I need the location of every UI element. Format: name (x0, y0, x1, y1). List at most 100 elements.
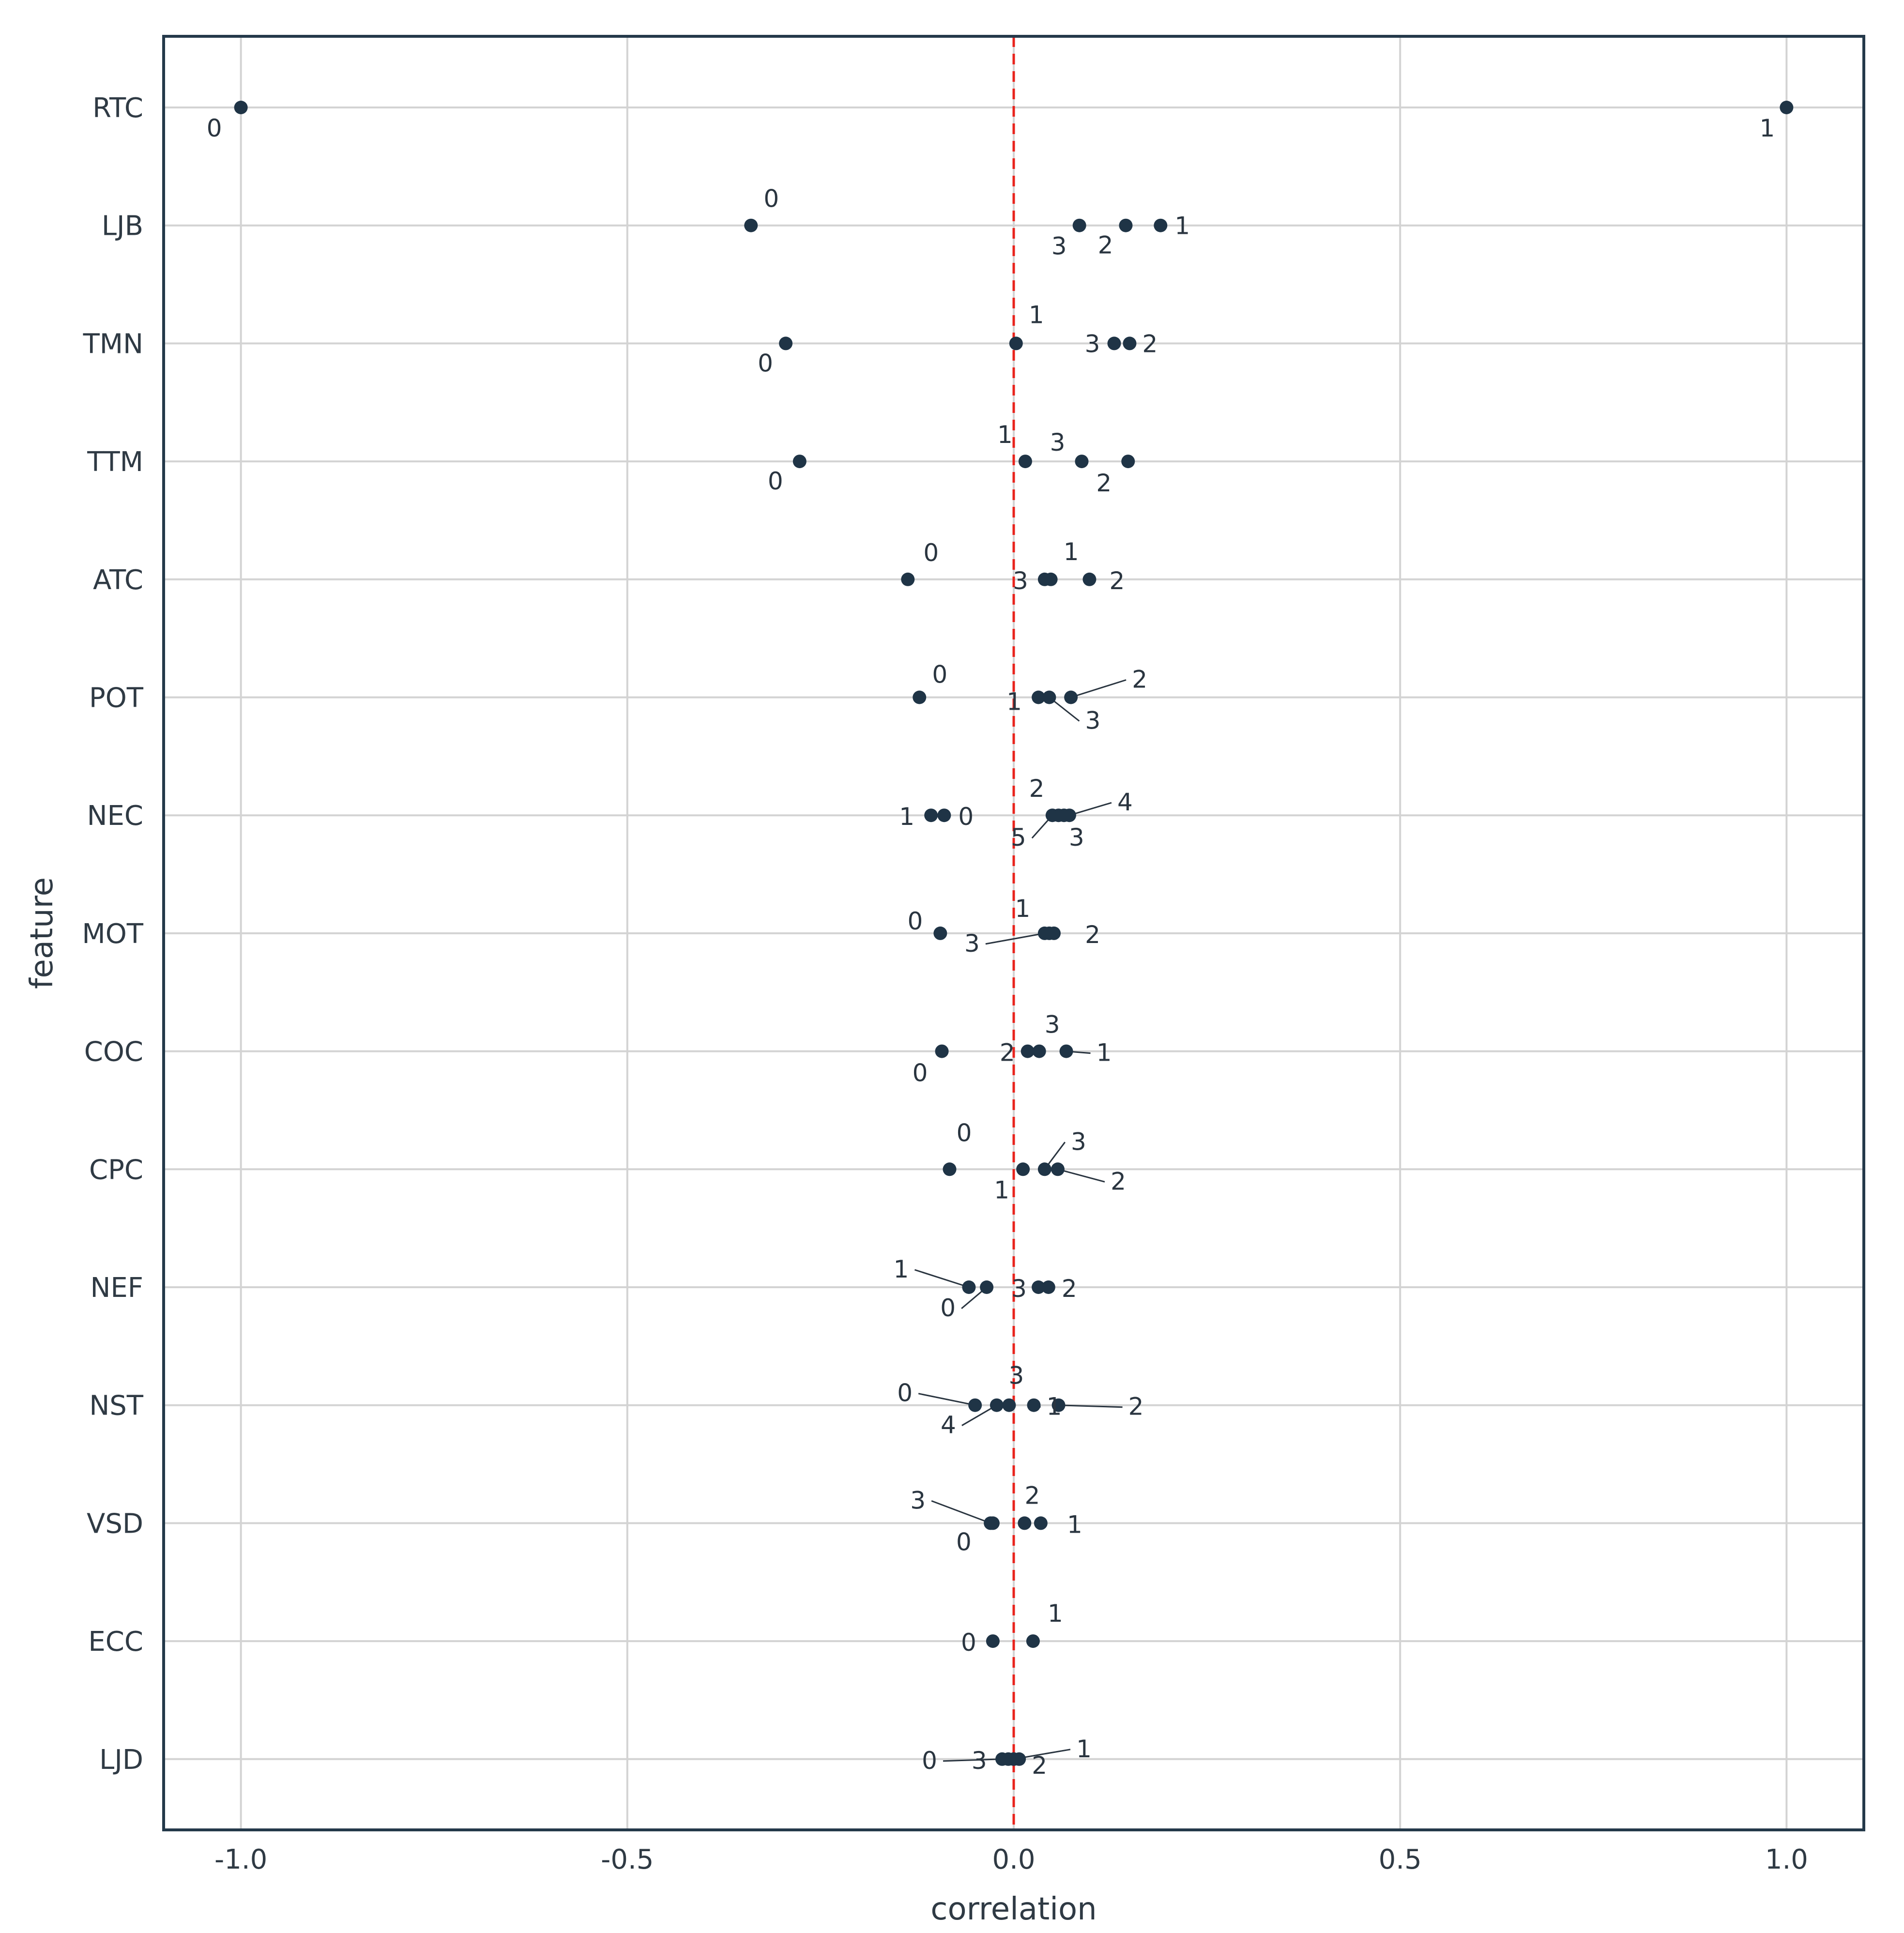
data-point (1107, 336, 1121, 350)
data-point (1044, 572, 1058, 586)
data-point (980, 1280, 994, 1294)
data-point (1075, 455, 1089, 469)
y-tick-label: NEC (87, 800, 143, 832)
point-label: 2 (1111, 1167, 1126, 1195)
point-label: 1 (1064, 538, 1079, 566)
point-label: 1 (1047, 1393, 1062, 1421)
point-label: 0 (763, 185, 779, 213)
data-point (1051, 1398, 1066, 1412)
label-leader-line (918, 1393, 975, 1406)
point-label: 1 (1097, 1039, 1112, 1067)
x-tick-label: -1.0 (214, 1844, 267, 1875)
point-label: 1 (1015, 895, 1031, 923)
y-tick-label: ECC (88, 1626, 143, 1658)
data-point (1016, 1162, 1030, 1176)
point-label: 0 (956, 1528, 972, 1556)
point-label: 3 (1069, 823, 1084, 852)
y-tick-label: LJB (102, 211, 143, 242)
panel-border (162, 35, 1865, 1831)
data-point (1002, 1398, 1016, 1412)
point-label: 3 (1011, 1275, 1027, 1303)
point-label: 0 (758, 349, 773, 377)
data-point (1032, 1044, 1046, 1058)
point-label: 3 (1045, 1011, 1060, 1039)
label-leader-line (1070, 679, 1127, 698)
point-label: 0 (961, 1629, 976, 1657)
point-label: 1 (1006, 688, 1022, 716)
point-label: 2 (1029, 775, 1045, 803)
data-point (924, 808, 938, 822)
point-label: 0 (940, 1294, 956, 1322)
point-label: 3 (1050, 428, 1066, 457)
point-label: 2 (1110, 567, 1125, 595)
y-tick-label: TMN (83, 328, 143, 360)
y-tick-label: TTM (87, 446, 143, 478)
point-label: 1 (1076, 1735, 1092, 1763)
point-label: 3 (964, 929, 980, 958)
y-tick-label: NST (89, 1390, 143, 1422)
x-axis-tick-labels: -1.0 -0.5 0.0 0.5 1.0 (214, 1844, 1808, 1875)
point-label: 3 (1051, 232, 1067, 260)
data-point (986, 1516, 1000, 1530)
point-label: 1 (1029, 301, 1044, 329)
data-point (1041, 1280, 1055, 1294)
y-axis-title: feature (24, 877, 60, 989)
data-point (1780, 101, 1794, 114)
data-point (1021, 1044, 1035, 1058)
point-label: 2 (1085, 921, 1100, 949)
data-point (1018, 455, 1032, 469)
data-point (901, 572, 915, 586)
point-label: 2 (1062, 1275, 1077, 1303)
point-label: 2 (1096, 469, 1112, 497)
y-tick-label: POT (89, 683, 144, 714)
point-label: 3 (1013, 567, 1028, 595)
data-point (1042, 690, 1056, 704)
point-label: 2 (1128, 1393, 1144, 1421)
y-tick-label: ATC (93, 564, 143, 596)
data-point (962, 1280, 976, 1294)
data-point (1047, 926, 1061, 940)
data-point (1072, 218, 1086, 232)
data-point (935, 1044, 949, 1058)
point-label: 0 (957, 1119, 972, 1147)
point-label: 1 (899, 803, 914, 831)
point-label: 1 (894, 1255, 909, 1283)
label-leader-line (1069, 802, 1112, 816)
data-point (1012, 1752, 1026, 1766)
point-label: 2 (1142, 330, 1158, 358)
point-label: 1 (997, 421, 1013, 449)
x-tick-label: 0.5 (1379, 1844, 1422, 1875)
x-axis-title: correlation (930, 1891, 1097, 1927)
label-leader-line (1058, 1404, 1123, 1408)
data-point (943, 1162, 957, 1176)
x-tick-label: -0.5 (601, 1844, 654, 1875)
point-label: 3 (1085, 330, 1100, 358)
y-tick-label: MOT (82, 918, 143, 950)
data-point (1034, 1516, 1048, 1530)
point-label: 5 (1011, 823, 1026, 852)
data-point (1051, 1162, 1065, 1176)
y-tick-label: COC (84, 1036, 143, 1068)
data-point (1009, 336, 1023, 350)
point-label: 0 (913, 1059, 928, 1087)
data-point (1032, 690, 1046, 704)
data-point (937, 808, 951, 822)
data-point (1018, 1516, 1032, 1530)
point-label: 3 (1071, 1127, 1086, 1156)
data-point (986, 1634, 1000, 1648)
data-point (1059, 1044, 1073, 1058)
y-tick-label: VSD (87, 1508, 143, 1539)
label-leader-line (914, 1269, 969, 1288)
point-label: 2 (1024, 1481, 1040, 1509)
data-point (1082, 572, 1097, 586)
point-label: 1 (994, 1176, 1009, 1204)
y-tick-label: NEF (91, 1272, 143, 1304)
data-point (1123, 336, 1137, 350)
label-leader-line (1057, 1168, 1105, 1183)
data-point (968, 1398, 982, 1412)
point-label: 2 (1000, 1039, 1015, 1067)
label-leader-line (985, 932, 1045, 945)
point-label: 3 (1009, 1362, 1024, 1390)
data-point (1119, 218, 1133, 232)
